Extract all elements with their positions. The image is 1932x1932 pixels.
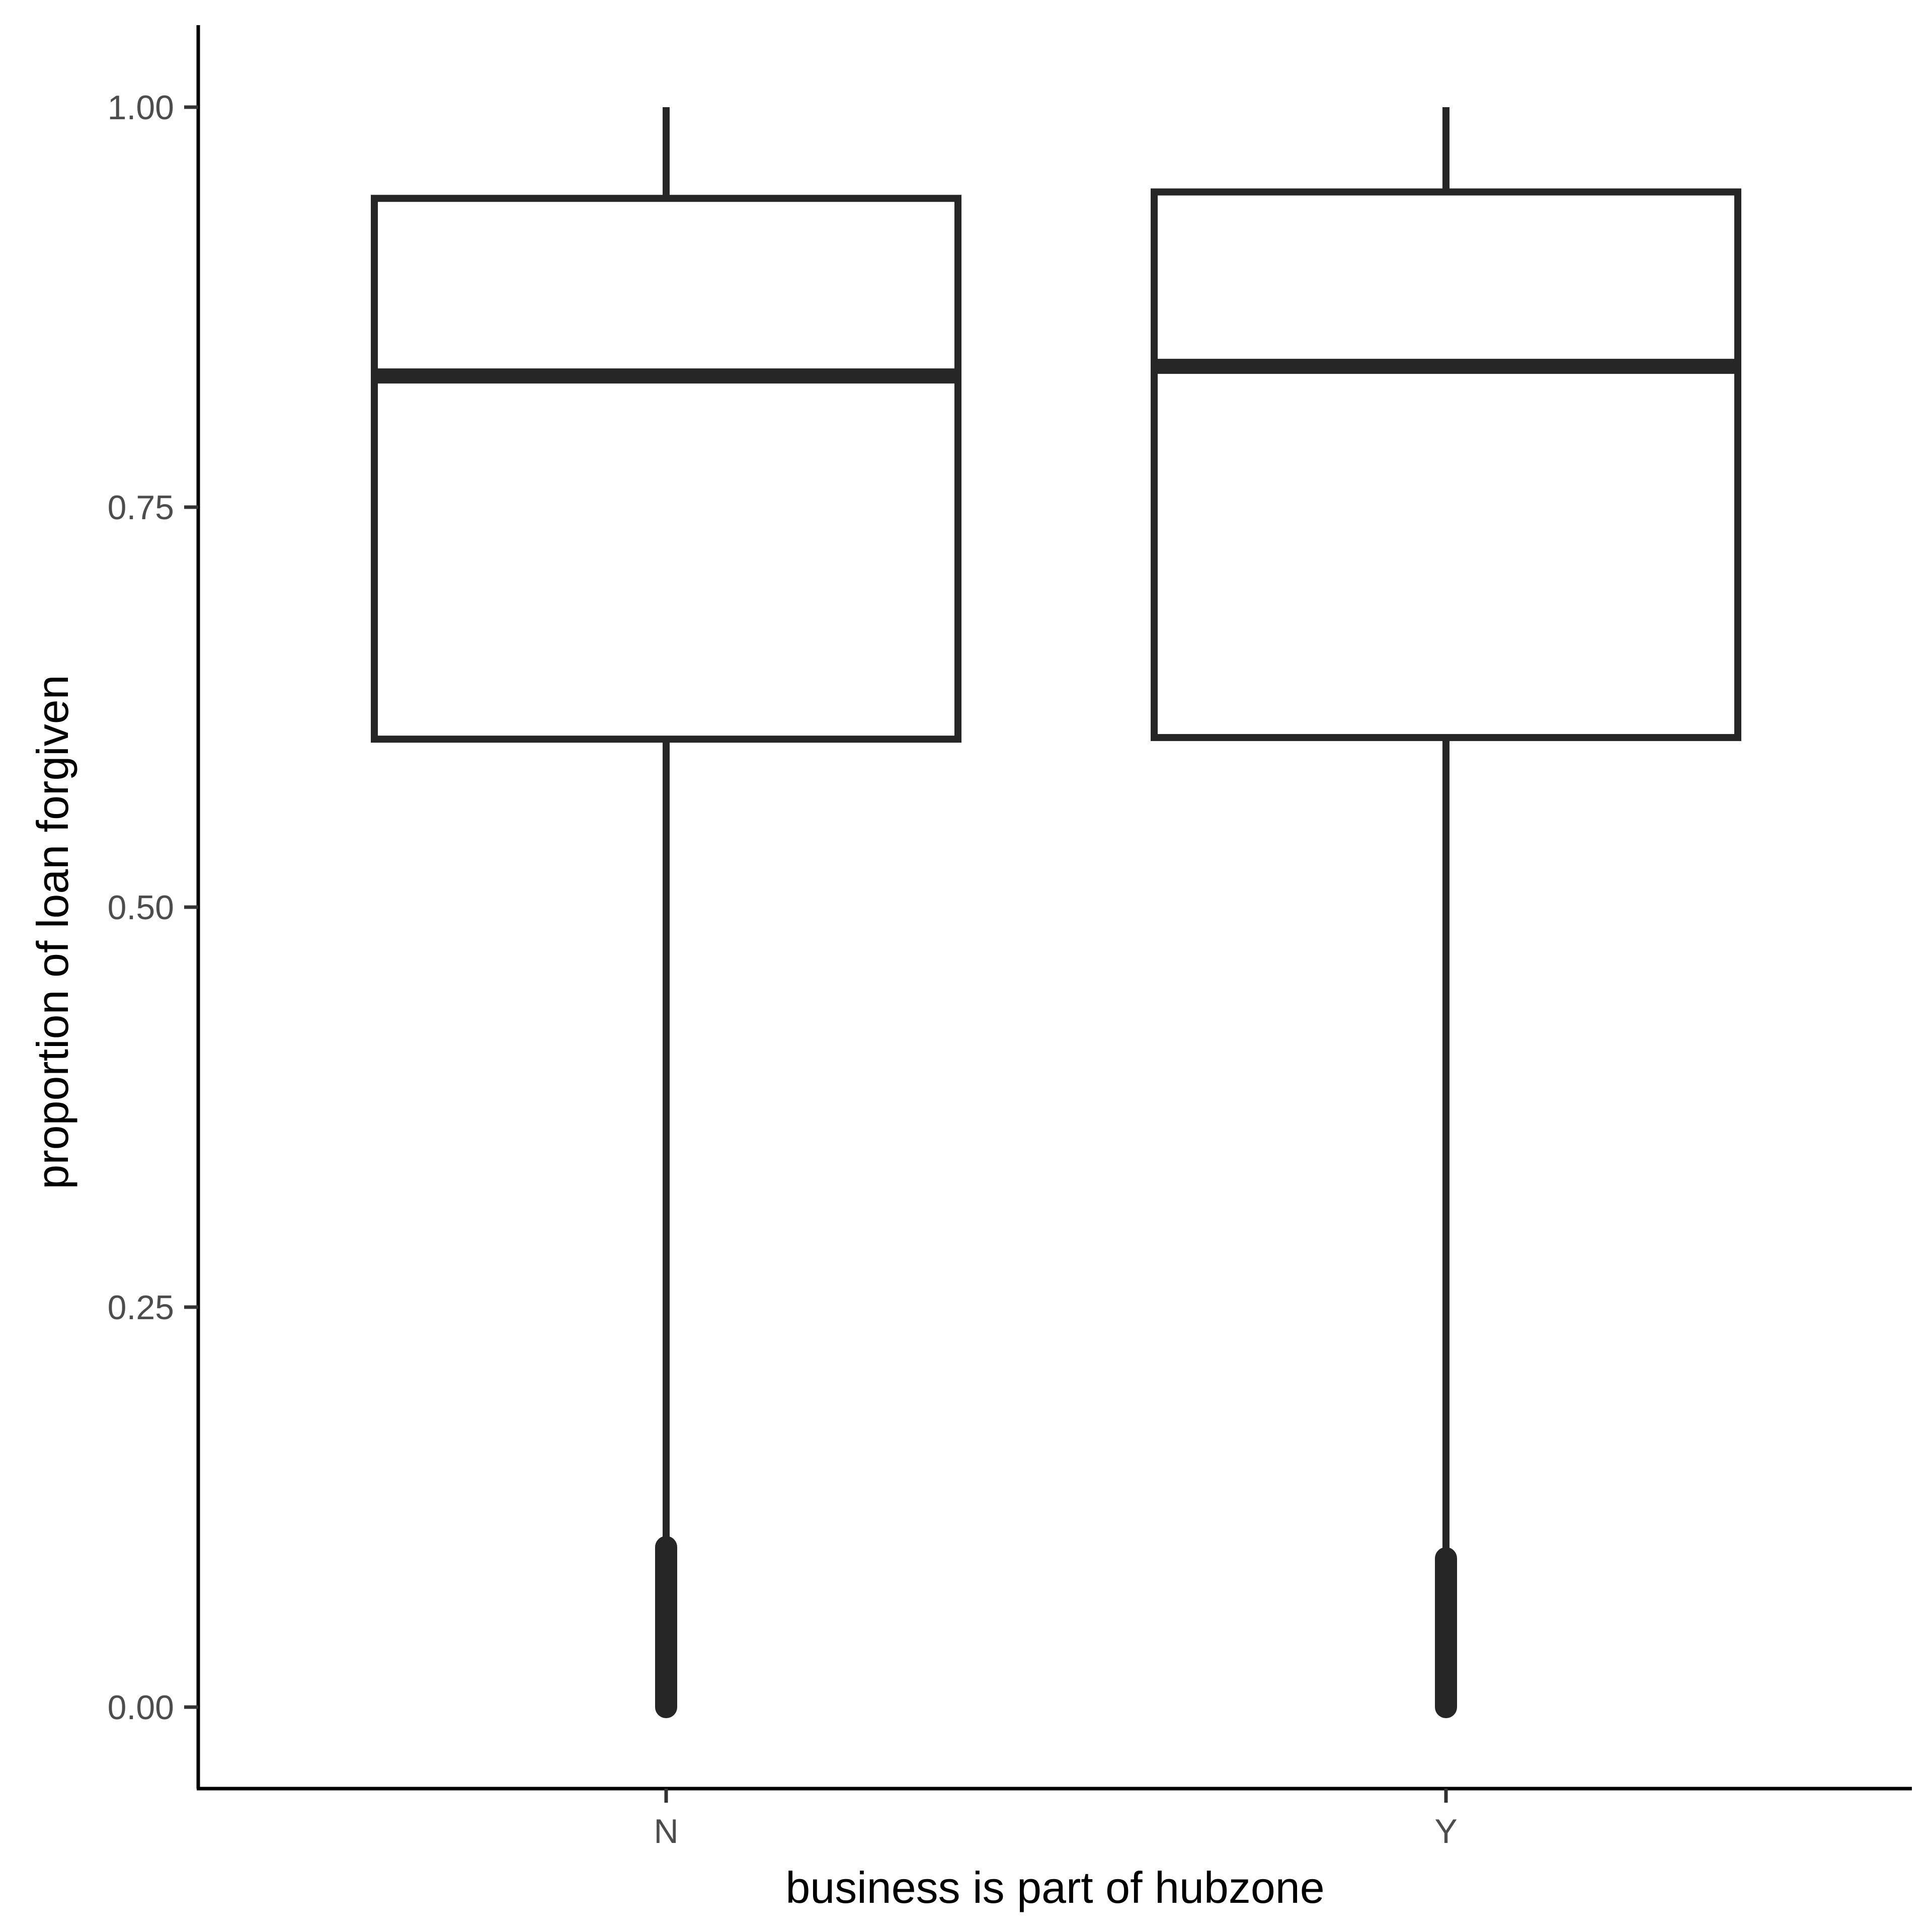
box-Y	[1151, 107, 1741, 1718]
y-ticks: 0.00 0.25 0.50 0.75 1.00	[108, 89, 198, 1727]
boxes	[371, 107, 1741, 1718]
iqr-box	[371, 195, 961, 743]
y-tick-label: 0.75	[108, 489, 174, 527]
x-axis-title: business is part of hubzone	[785, 1863, 1324, 1912]
y-tick-label: 1.00	[108, 89, 174, 127]
y-tick-label: 0.50	[108, 889, 174, 927]
box-N	[371, 107, 961, 1718]
iqr-box	[1151, 188, 1741, 741]
y-axis-title: proportion of loan forgiven	[28, 675, 77, 1189]
y-tick-label: 0.25	[108, 1289, 174, 1327]
x-tick-label: Y	[1434, 1812, 1457, 1850]
y-tick-label: 0.00	[108, 1688, 174, 1727]
x-tick-label: N	[654, 1812, 678, 1850]
